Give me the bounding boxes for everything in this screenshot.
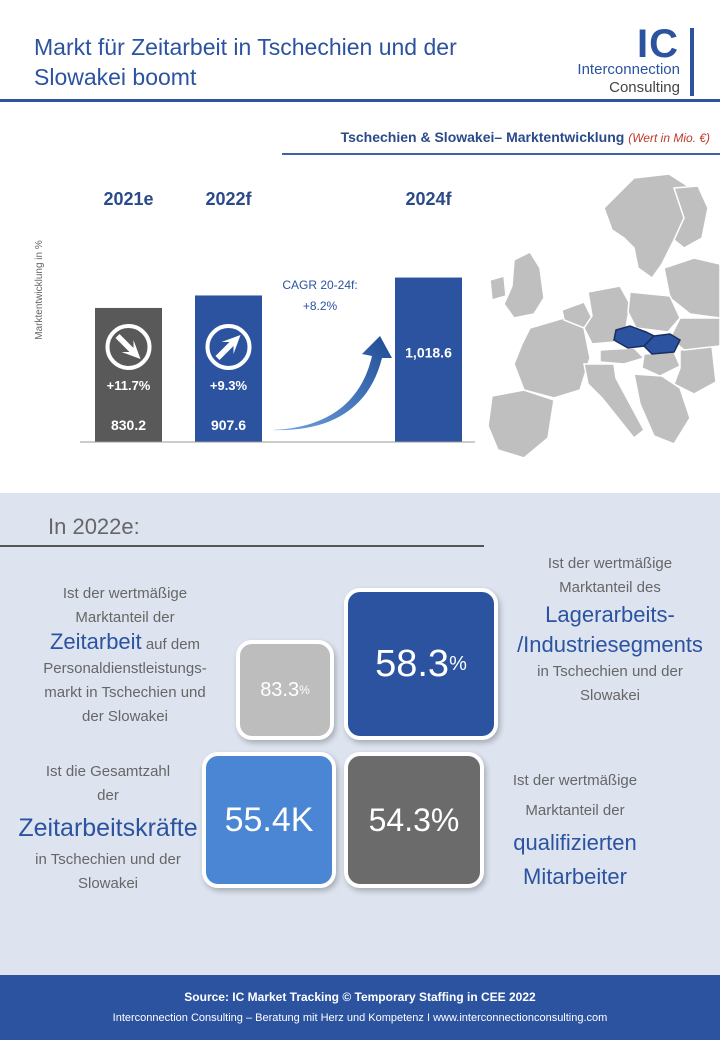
category-label: 2022f: [205, 189, 252, 209]
desc-qualifiziert-strong2: Mitarbeiter: [523, 864, 627, 889]
bar-2024f: [395, 277, 462, 442]
desc-zeitarbeitskraefte: Ist die Gesamtzahl der Zeitarbeitskräfte…: [2, 760, 214, 896]
chart-title-unit: (Wert in Mio. €): [628, 131, 710, 145]
section-rule: [0, 545, 484, 547]
desc-lagerarbeit-strong2: /Industriesegments: [517, 632, 703, 657]
map-slovakia: [642, 333, 681, 355]
footer: Source: IC Market Tracking © Temporary S…: [0, 975, 720, 1040]
desc-zeitarbeit-strong: Zeitarbeit: [49, 629, 142, 654]
y-axis-label: Marktentwicklung in %: [34, 240, 45, 340]
map-poland: [627, 291, 681, 333]
chart-rule: [282, 153, 720, 155]
chart-title-text: Tschechien & Slowakei– Marktentwicklung: [340, 129, 625, 145]
footer-source: Source: IC Market Tracking © Temporary S…: [184, 990, 536, 1004]
value-label: 830.2: [111, 417, 146, 433]
category-label: 2021e: [103, 189, 153, 209]
arrow-up-icon: [215, 335, 241, 360]
desc-zeitarbeit: Ist der wertmäßige Marktanteil der Zeita…: [43, 585, 207, 725]
chart-title: Tschechien & Slowakei– Marktentwicklung …: [341, 129, 710, 145]
page-title: Markt für Zeitarbeit in Tschechien und d…: [34, 34, 457, 90]
europe-map: [487, 173, 720, 459]
map-balkans: [633, 373, 691, 445]
growth-label: +9.3%: [210, 378, 248, 393]
value-label: 1,018.6: [405, 345, 452, 361]
arrow-down-icon: [115, 334, 141, 359]
arrow-up-right-icon-ring: [205, 324, 252, 370]
map-italy: [583, 363, 645, 440]
desc-lagerarbeit: Ist der wertmäßige Marktanteil des Lager…: [500, 552, 720, 708]
bars-layer: 2021e 830.2 +11.7% 2022f 907.6 +9.3% 2024f 1,01…: [95, 189, 462, 442]
map-romania: [673, 345, 717, 395]
desc-lagerarbeit-strong1: Lagerarbeits-: [545, 602, 675, 627]
section-label: In 2022e:: [48, 514, 140, 539]
footer-contact: Interconnection Consulting – Beratung mi…: [112, 1012, 608, 1024]
arrow-down-right-icon: [105, 324, 152, 370]
map-uk: [503, 251, 545, 319]
category-label: 2024f: [405, 189, 452, 209]
map-hungary: [641, 351, 681, 377]
tile-lagerarbeit-share: 58.3%: [344, 588, 498, 740]
tile-zeitarbeit-share: 83.3%: [236, 640, 334, 740]
bar-chart: Marktentwicklung in % 2021e830.2+11.7%20…: [34, 189, 475, 443]
cagr-arrow-icon: [272, 336, 392, 431]
logo-ic: IC: [637, 22, 679, 66]
growth-label: +11.7%: [107, 378, 151, 393]
header-rule: [0, 99, 720, 102]
desc-zeitarbeitskraefte-strong: Zeitarbeitskräfte: [18, 814, 198, 842]
desc-qualifiziert-strong1: qualifizierten: [513, 830, 637, 855]
map-austria: [599, 347, 646, 365]
map-finland: [672, 185, 709, 249]
map-france: [513, 317, 591, 399]
logo-line2: Consulting: [609, 79, 680, 96]
bar-2021e: [95, 307, 162, 442]
logo-line1: Interconnection: [577, 61, 680, 78]
cagr-label-line1: CAGR 20-24f:: [282, 278, 357, 292]
tile-zeitarbeitskraefte: 55.4K: [202, 752, 336, 888]
tile-qualifiziert-share: 54.3%: [344, 752, 484, 888]
logo-bar: [690, 28, 694, 96]
desc-qualifiziert: Ist der wertmäßige Marktanteil der quali…: [476, 766, 674, 894]
map-iberia: [487, 389, 555, 459]
value-label: 907.6: [211, 417, 246, 433]
map-scandinavia: [603, 173, 695, 280]
cagr-label-line2: +8.2%: [303, 299, 338, 313]
map-ireland: [489, 275, 507, 301]
